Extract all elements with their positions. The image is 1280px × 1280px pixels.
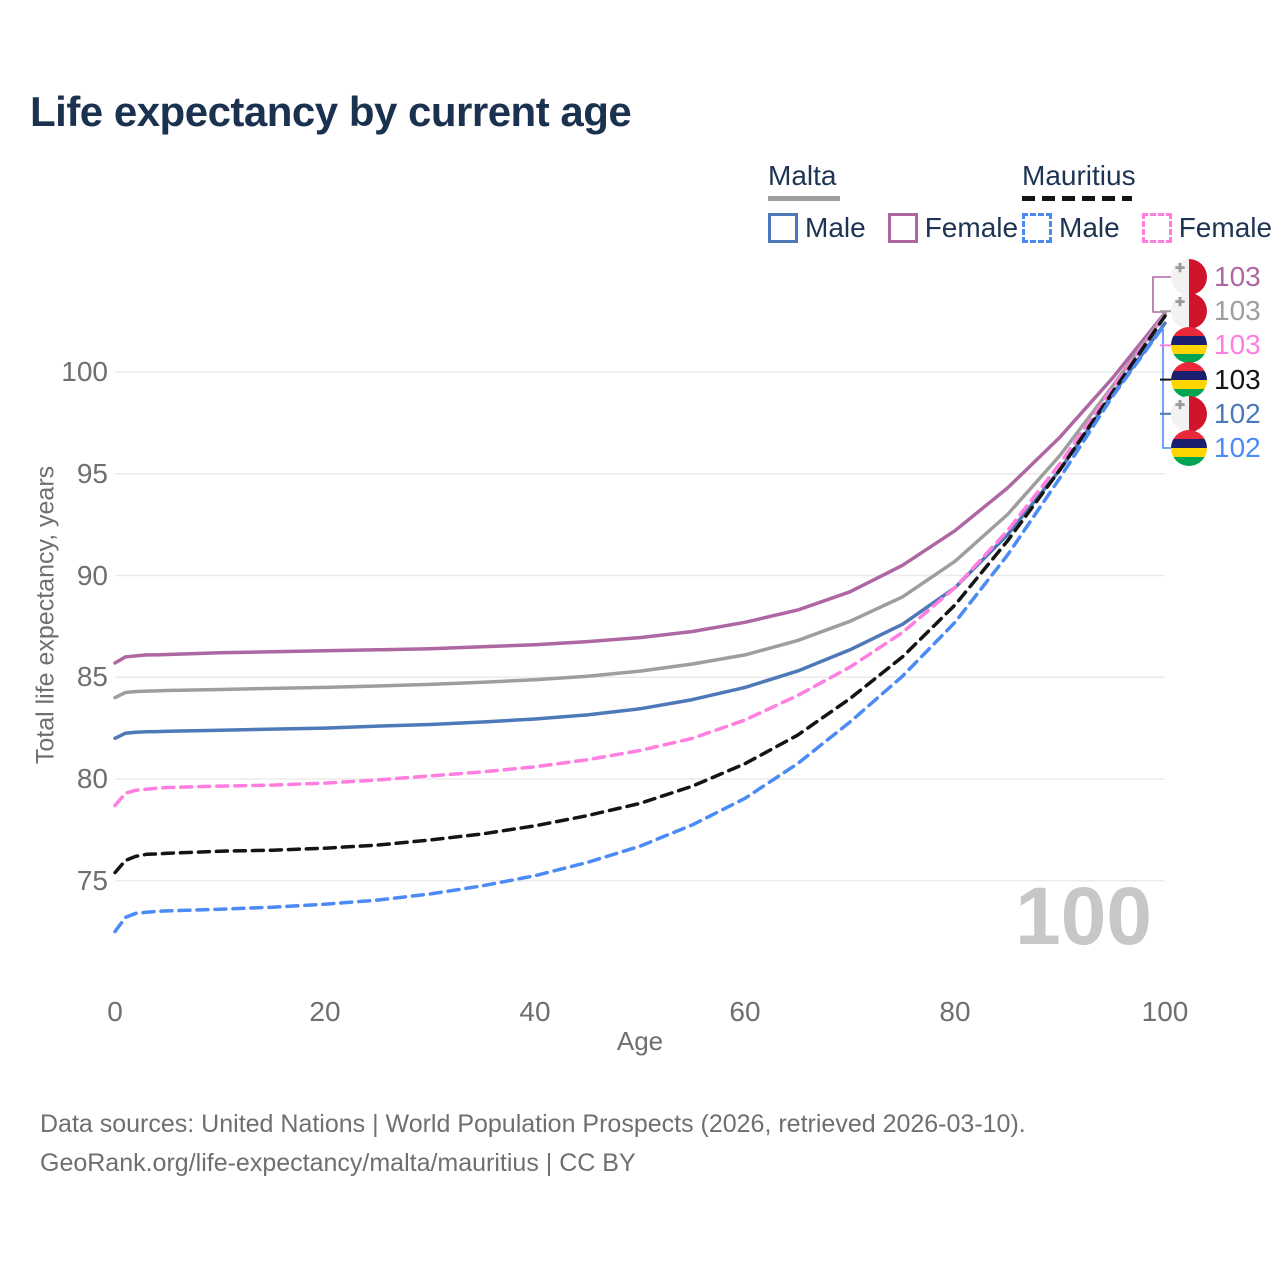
series-line-malta-male xyxy=(113,321,1167,741)
series-line-malta-female xyxy=(113,311,1167,665)
end-label-row: 102 xyxy=(1171,430,1261,466)
x-tick-label-100: 100 xyxy=(1141,996,1189,1027)
legend-group-malta: Malta Male Female xyxy=(768,160,1040,244)
page-title: Life expectancy by current age xyxy=(30,88,632,135)
mauritius-flag-icon xyxy=(1171,430,1207,466)
footer-data-sources: Data sources: United Nations | World Pop… xyxy=(40,1110,1026,1138)
x-tick-label-0: 0 xyxy=(107,996,123,1027)
x-tick-label-20: 20 xyxy=(309,996,341,1027)
end-label-value: 102 xyxy=(1214,432,1261,463)
george-cross-icon: ✚ xyxy=(1175,397,1186,412)
legend-country-label: Malta xyxy=(768,160,837,191)
y-tick-label-85: 85 xyxy=(76,661,108,693)
legend-country-line-style xyxy=(1022,196,1132,201)
legend-group-mauritius: Mauritius Male Female xyxy=(1022,160,1280,244)
footer-attribution-link: GeoRank.org/life-expectancy/malta/maurit… xyxy=(40,1149,636,1177)
y-tick-label-90: 90 xyxy=(76,559,108,591)
end-label-value: 102 xyxy=(1214,397,1261,429)
legend-country-label: Mauritius xyxy=(1022,160,1136,191)
y-tick-label-75: 75 xyxy=(76,864,108,896)
end-label-leader-line xyxy=(1162,329,1171,449)
x-tick-label-80: 80 xyxy=(939,996,971,1027)
series-line-mauritius-all xyxy=(113,314,1167,875)
legend-swatch-icon xyxy=(887,213,918,243)
series-line-malta-all xyxy=(113,312,1167,700)
y-axis-title: Total life expectancy, years xyxy=(31,465,60,765)
end-label-value: 103 xyxy=(1214,363,1261,395)
x-tick-label-60: 60 xyxy=(729,996,761,1027)
george-cross-icon: ✚ xyxy=(1175,261,1186,275)
george-cross-icon: ✚ xyxy=(1175,295,1186,310)
y-tick-label-100: 100 xyxy=(61,356,108,387)
legend-item-malta-male[interactable]: Male xyxy=(768,212,866,244)
malta-flag-icon: ✚ xyxy=(1171,259,1207,295)
legend-item-malta-female[interactable]: Female xyxy=(887,212,1019,244)
legend-item-label: Male xyxy=(805,212,866,243)
legend-item-mauritius-male[interactable]: Male xyxy=(1022,212,1120,244)
end-label-leader-line xyxy=(1152,276,1171,313)
malta-flag-icon: ✚ xyxy=(1171,395,1207,432)
legend-item-label: Female xyxy=(1178,212,1273,243)
y-tick-label-95: 95 xyxy=(76,457,108,489)
x-tick-label-40: 40 xyxy=(519,996,551,1027)
malta-flag-icon: ✚ xyxy=(1171,293,1207,330)
end-label-row: ✚ 102 xyxy=(1171,395,1261,432)
legend-country-line-style xyxy=(768,196,840,201)
x-axis-title: Age xyxy=(616,1026,664,1056)
legend-item-label: Male xyxy=(1059,212,1120,243)
end-label-value: 103 xyxy=(1214,261,1261,292)
legend-item-mauritius-female[interactable]: Female xyxy=(1141,212,1273,244)
end-label-row: ✚ 103 xyxy=(1171,259,1261,295)
mauritius-flag-icon xyxy=(1171,327,1207,364)
current-age-watermark: 100 xyxy=(1015,871,1152,962)
end-label-value: 103 xyxy=(1214,295,1261,327)
mauritius-flag-icon xyxy=(1171,361,1207,398)
legend-swatch-icon xyxy=(1022,213,1052,243)
end-label-row: 103 xyxy=(1171,327,1261,364)
series-line-mauritius-male xyxy=(113,322,1167,934)
legend-swatch-icon xyxy=(768,213,798,243)
end-label-row: ✚ 103 xyxy=(1171,293,1261,330)
legend-swatch-icon xyxy=(1141,213,1172,243)
series-line-mauritius-female xyxy=(113,313,1167,808)
legend-item-label: Female xyxy=(924,212,1019,243)
y-tick-label-80: 80 xyxy=(76,763,108,794)
end-label-row: 103 xyxy=(1171,361,1261,398)
end-label-value: 103 xyxy=(1214,329,1261,361)
